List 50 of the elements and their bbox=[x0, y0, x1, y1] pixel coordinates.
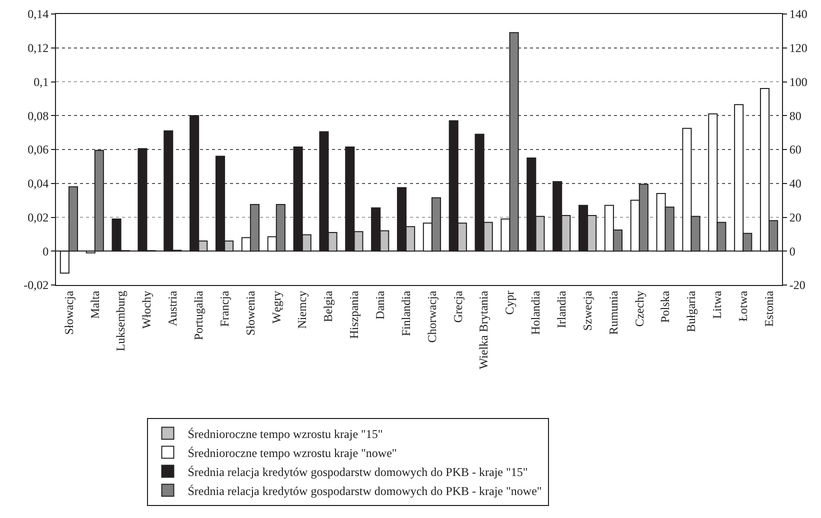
x-tick-label: Łotwa bbox=[736, 290, 750, 322]
x-tick-label: Włochy bbox=[140, 290, 154, 329]
y-tick-label: -0,02 bbox=[24, 278, 49, 292]
legend-label: Średnia relacja kredytów gospodarstw domowych do PKB - kraje "15" bbox=[188, 464, 528, 479]
y2-tick-label: 0 bbox=[789, 244, 796, 258]
x-tick-label: Belgia bbox=[321, 290, 336, 322]
x-tick-label: Finlandia bbox=[398, 290, 413, 336]
y-tick-label: 0,06 bbox=[28, 142, 49, 157]
y2-tick-label: 60 bbox=[789, 142, 802, 157]
y2-tick-label: 80 bbox=[789, 108, 802, 123]
y-tick-label: 0,02 bbox=[28, 210, 49, 224]
x-tick-label: Węgry bbox=[269, 290, 284, 324]
y-tick-label: 0,04 bbox=[28, 176, 49, 191]
x-tick-label: Holandia bbox=[528, 290, 543, 335]
x-tick-label: Francja bbox=[217, 290, 232, 327]
x-tick-label: Słowacja bbox=[62, 290, 76, 335]
y-tick-label: 0,1 bbox=[34, 74, 49, 89]
x-tick-label: Bułgaria bbox=[684, 290, 698, 332]
y-tick-label: 0,12 bbox=[28, 41, 49, 56]
y2-tick-label: 40 bbox=[789, 176, 802, 191]
x-tick-label: Wielka Brytania bbox=[476, 290, 491, 370]
x-tick-label: Litwa bbox=[710, 290, 724, 319]
x-tick-label: Rumunia bbox=[606, 290, 620, 335]
y2-tick-label: 120 bbox=[789, 41, 808, 56]
legend-label: Średnioroczne tempo wzrostu kraje "nowe" bbox=[188, 446, 397, 460]
y2-tick-label: 140 bbox=[789, 7, 808, 22]
x-tick-label: Malta bbox=[88, 290, 102, 319]
x-tick-label: Chorwacja bbox=[424, 290, 439, 343]
y2-tick-label: 100 bbox=[789, 74, 808, 89]
x-tick-label: Luksemburg bbox=[114, 290, 128, 352]
y2-tick-label: 20 bbox=[789, 210, 802, 224]
x-tick-label: Hiszpania bbox=[347, 290, 362, 339]
y-tick-label: 0,08 bbox=[28, 108, 49, 123]
x-tick-label: Austria bbox=[166, 290, 180, 326]
x-tick-label: Szwecja bbox=[580, 290, 594, 331]
x-tick-label: Portugalia bbox=[192, 290, 206, 340]
legend-label: Średnioroczne tempo wzrostu kraje "15" bbox=[188, 426, 383, 441]
x-tick-label: Czechy bbox=[632, 290, 646, 327]
x-tick-label: Słowenia bbox=[243, 290, 258, 336]
legend-label: Średnia relacja kredytów gospodarstw domowych do PKB - kraje "nowe" bbox=[188, 484, 542, 498]
x-tick-label: Niemcy bbox=[295, 290, 310, 329]
x-tick-label: Polska bbox=[658, 290, 672, 323]
x-tick-label: Cypr bbox=[502, 290, 517, 315]
x-tick-label: Grecja bbox=[450, 290, 465, 323]
x-tick-label: Estonia bbox=[762, 290, 776, 327]
y-tick-label: 0,14 bbox=[28, 7, 49, 22]
y-tick-label: 0 bbox=[42, 244, 49, 258]
x-tick-label: Dania bbox=[373, 290, 388, 320]
x-tick-label: Irlandia bbox=[554, 290, 569, 328]
y2-tick-label: -20 bbox=[789, 278, 806, 292]
